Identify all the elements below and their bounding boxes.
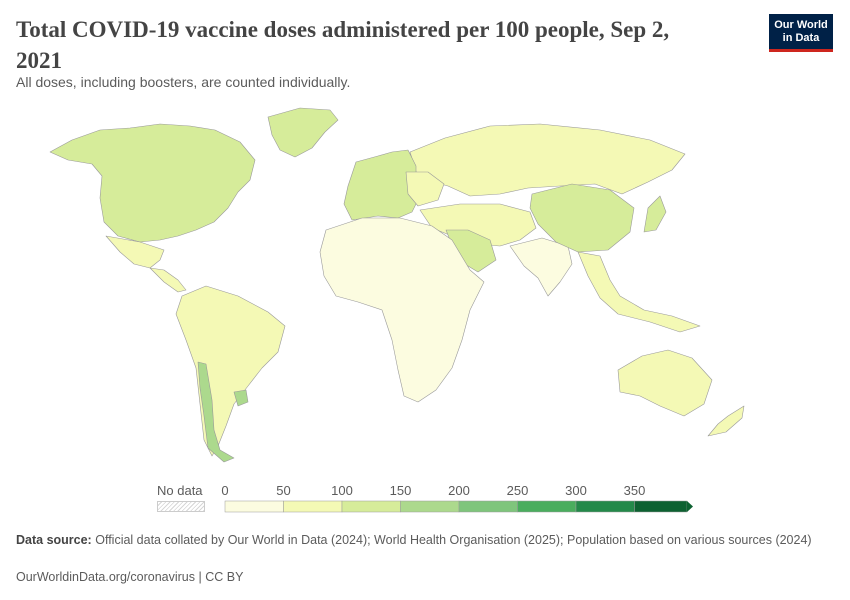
footer-source-label: Data source: <box>16 533 92 547</box>
legend-bin-6[interactable] <box>575 500 635 513</box>
footer-source-text: Official data collated by Our World in D… <box>95 533 812 547</box>
legend-tick-7: 350 <box>624 483 646 498</box>
legend-bin-0[interactable] <box>224 500 284 513</box>
region-southeast-asia <box>577 251 701 333</box>
legend-no-data-swatch[interactable] <box>157 501 205 512</box>
legend-bin-2[interactable] <box>341 500 401 513</box>
region-north-america <box>49 123 256 243</box>
region-mexico <box>105 235 165 269</box>
region-australia <box>617 349 713 417</box>
legend-tick-2: 100 <box>331 483 353 498</box>
region-eastern-europe <box>405 171 445 207</box>
world-map[interactable] <box>0 100 850 470</box>
legend-tick-5: 250 <box>507 483 529 498</box>
region-japan <box>643 195 667 233</box>
legend-tick-0: 0 <box>221 483 228 498</box>
legend-tick-1: 50 <box>276 483 290 498</box>
footer-source: Data source: Official data collated by O… <box>16 533 816 548</box>
legend-tick-4: 200 <box>448 483 470 498</box>
legend-tick-3: 150 <box>390 483 412 498</box>
region-south-america <box>175 285 286 457</box>
region-middle-east <box>419 203 537 247</box>
region-russia <box>409 123 686 197</box>
region-new-zealand <box>707 405 745 437</box>
legend-bin-7[interactable] <box>634 500 688 513</box>
chart-title: Total COVID-19 vaccine doses administere… <box>16 17 670 73</box>
chart-subtitle: All doses, including boosters, are count… <box>16 74 351 90</box>
legend-tick-6: 300 <box>565 483 587 498</box>
region-central-america <box>149 267 187 293</box>
logo-line-1: Our World <box>774 19 828 31</box>
legend-bin-4[interactable] <box>458 500 518 513</box>
legend-no-data-label: No data <box>157 483 203 498</box>
legend-bin-3[interactable] <box>400 500 460 513</box>
region-chile <box>197 361 235 463</box>
region-greenland <box>267 107 339 158</box>
legend-bin-5[interactable] <box>517 500 577 513</box>
region-africa <box>319 217 485 403</box>
color-legend[interactable]: 0 50 100 150 200 250 300 350 <box>0 478 850 518</box>
footer-url[interactable]: OurWorldinData.org/coronavirus | CC BY <box>16 570 244 584</box>
region-china <box>529 183 635 253</box>
legend-bin-1[interactable] <box>283 500 343 513</box>
region-uruguay <box>233 389 249 407</box>
region-south-asia <box>509 237 573 297</box>
legend-arrow-tip <box>687 501 693 512</box>
owid-logo[interactable]: Our World in Data <box>769 14 833 52</box>
logo-line-2: in Data <box>782 32 820 44</box>
